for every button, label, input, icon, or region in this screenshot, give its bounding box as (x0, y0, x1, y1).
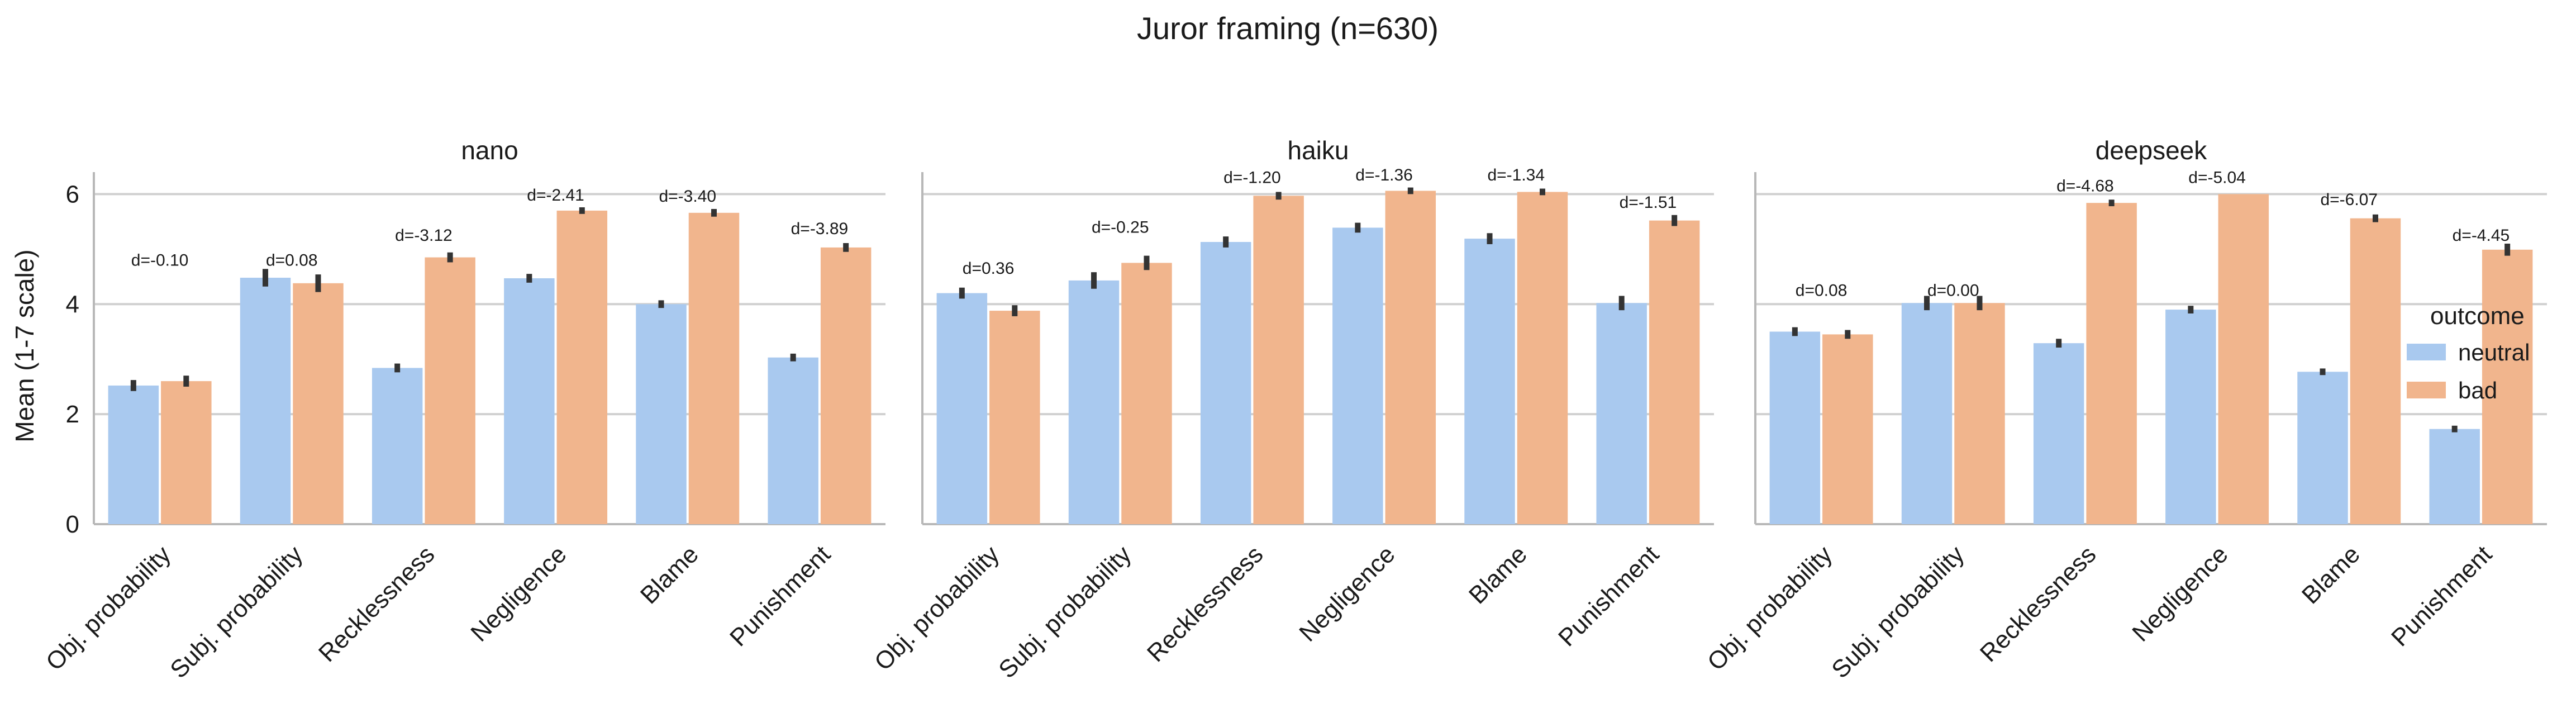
x-tick-label: Blame (1464, 540, 1532, 609)
bar-bad (1121, 263, 1172, 524)
effect-size-label: d=-0.10 (131, 251, 189, 269)
bar-neutral (2165, 310, 2216, 524)
bar-neutral (1464, 239, 1515, 524)
legend-title: outcome (2430, 302, 2525, 330)
effect-size-label: d=-1.36 (1355, 166, 1413, 184)
y-tick-label: 2 (66, 401, 79, 428)
panel-deepseek: deepseek d=0.08 Obj. probability d=0.00 Subj… (1702, 136, 2547, 683)
bar-neutral (636, 304, 687, 524)
bar-neutral (2033, 343, 2084, 524)
bar-neutral (2429, 429, 2480, 524)
x-tick-label: Recklessness (1975, 540, 2102, 667)
legend-label-bad: bad (2458, 377, 2497, 403)
x-tick-label: Recklessness (313, 540, 440, 667)
bar-bad (1253, 196, 1304, 524)
bar-neutral (1332, 227, 1383, 524)
bar-neutral (108, 385, 159, 524)
bar-bad (2482, 249, 2533, 524)
effect-size-label: d=0.00 (1927, 281, 1979, 300)
bar-bad (1649, 220, 1700, 524)
bar-neutral (372, 368, 423, 524)
panel-title: haiku (1288, 136, 1349, 165)
bar-bad (1517, 192, 1568, 524)
bar-neutral (936, 293, 988, 524)
legend-label-neutral: neutral (2458, 339, 2530, 365)
bar-bad (1822, 334, 1873, 524)
legend-swatch-bad (2407, 382, 2446, 398)
bar-neutral (1769, 331, 1821, 524)
x-tick-label: Obj. probability (41, 540, 176, 676)
x-tick-label: Blame (2297, 540, 2365, 609)
bar-bad (161, 381, 212, 524)
bar-bad (989, 311, 1040, 524)
effect-size-label: d=-3.40 (659, 187, 716, 206)
bar-bad (820, 247, 872, 524)
effect-size-label: d=-1.34 (1487, 166, 1545, 184)
bar-bad (425, 257, 475, 524)
panel-nano: nano 0 2 4 6 d=-0.10 Obj. probability d=0.08 Sub… (41, 136, 885, 683)
effect-size-label: d=-4.68 (2056, 177, 2114, 195)
x-tick-label: Punishment (725, 540, 836, 652)
effect-size-label: d=0.08 (266, 251, 318, 269)
bar-bad (556, 210, 608, 524)
effect-size-label: d=-4.45 (2453, 226, 2510, 245)
bar-neutral (1200, 242, 1251, 524)
x-tick-label: Obj. probability (869, 540, 1004, 676)
bar-neutral (240, 278, 291, 524)
x-tick-label: Punishment (1553, 540, 1664, 652)
y-axis-label: Mean (1-7 scale) (10, 249, 39, 442)
bar-bad (293, 283, 344, 524)
bar-bad (2086, 203, 2137, 524)
x-tick-label: Negligence (1294, 540, 1400, 647)
panel-title: nano (461, 136, 518, 165)
x-tick-label: Subj. probability (1826, 540, 1969, 683)
legend-swatch-neutral (2407, 344, 2446, 360)
bar-neutral (504, 278, 555, 524)
panel-title: deepseek (2096, 136, 2207, 165)
bar-neutral (1901, 303, 1953, 524)
panel-haiku: haiku d=0.36 Obj. probability d=-0.25 Subj. … (869, 136, 1714, 683)
y-tick-label: 6 (66, 180, 79, 208)
effect-size-label: d=-2.41 (527, 186, 584, 205)
x-tick-label: Recklessness (1142, 540, 1269, 667)
effect-size-label: d=-5.04 (2188, 169, 2246, 187)
effect-size-label: d=0.36 (963, 259, 1015, 278)
effect-size-label: d=-3.89 (791, 220, 849, 238)
effect-size-label: d=-0.25 (1092, 218, 1149, 236)
chart-title: Juror framing (n=630) (1137, 11, 1439, 46)
x-tick-label: Obj. probability (1702, 540, 1837, 676)
x-tick-label: Punishment (2386, 540, 2497, 652)
bar-neutral (1068, 280, 1120, 524)
y-tick-label: 4 (66, 291, 79, 318)
effect-size-label: d=0.08 (1796, 281, 1848, 300)
x-tick-label: Blame (635, 540, 704, 609)
effect-size-label: d=-3.12 (395, 226, 453, 245)
x-tick-label: Negligence (465, 540, 572, 647)
x-tick-label: Subj. probability (165, 540, 308, 683)
bar-neutral (768, 357, 818, 524)
bar-bad (2218, 194, 2269, 524)
effect-size-label: d=-1.20 (1223, 169, 1281, 187)
panels: nano 0 2 4 6 d=-0.10 Obj. probability d=0.08 Sub… (41, 136, 2547, 683)
bar-neutral (1596, 303, 1647, 524)
bar-bad (1954, 303, 2005, 524)
bar-bad (688, 212, 740, 524)
bar-bad (1385, 191, 1436, 524)
bar-neutral (2297, 372, 2348, 524)
y-tick-label: 0 (66, 511, 79, 538)
effect-size-label: d=-6.07 (2320, 191, 2378, 209)
legend: outcome neutral bad (2407, 302, 2530, 403)
effect-size-label: d=-1.51 (1620, 193, 1677, 212)
bar-bad (2350, 218, 2401, 524)
x-tick-label: Negligence (2127, 540, 2233, 647)
x-tick-label: Subj. probability (993, 540, 1136, 683)
